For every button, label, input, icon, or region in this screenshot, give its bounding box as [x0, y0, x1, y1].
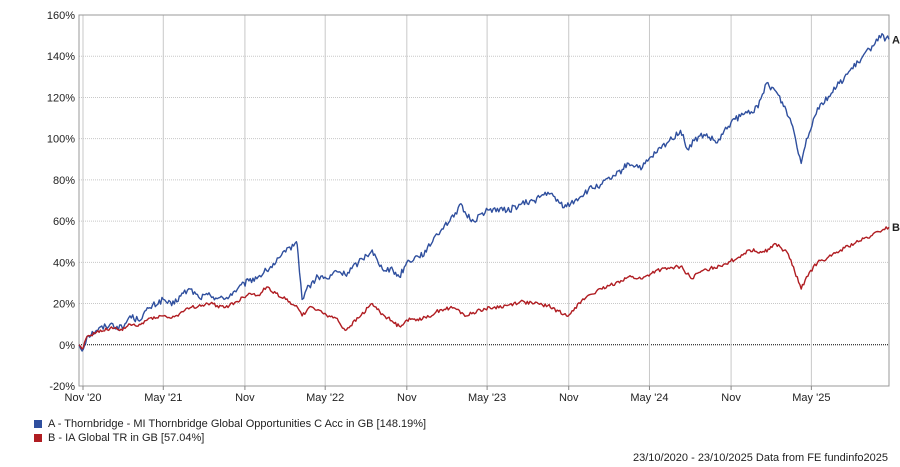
- legend-item-a: A - Thornbridge - MI Thornbridge Global …: [34, 417, 426, 431]
- series-line-b: [78, 226, 890, 350]
- y-tick-label: -20%: [49, 381, 75, 393]
- series-end-label-a: A: [892, 34, 900, 46]
- x-tick-label: Nov '20: [65, 392, 102, 404]
- y-tick-label: 140%: [47, 51, 75, 63]
- y-tick-label: 60%: [53, 216, 75, 228]
- legend-label-a: A - Thornbridge - MI Thornbridge Global …: [48, 418, 427, 430]
- x-tick-label: Nov: [397, 392, 417, 404]
- y-tick-label: 80%: [53, 175, 75, 187]
- x-tick-label: May '23: [468, 392, 506, 404]
- gridlines: [79, 14, 889, 387]
- x-tick-label: Nov: [721, 392, 741, 404]
- legend-item-b: B - IA Global TR in GB [57.04%]: [34, 431, 426, 445]
- y-tick-label: 160%: [47, 10, 75, 22]
- series-lines: [78, 33, 890, 352]
- legend-swatch-a: [34, 420, 42, 428]
- x-tick-label: Nov: [559, 392, 579, 404]
- series-line-a: [78, 33, 890, 352]
- source-footer: 23/10/2020 - 23/10/2025 Data from FE fun…: [632, 452, 888, 464]
- axes: -20% 0% 20% 40% 60% 80% 100% 120% 140% 160% Nov '2…: [47, 10, 890, 404]
- series-end-label-b: B: [892, 222, 900, 234]
- y-tick-label: 20%: [53, 299, 75, 311]
- x-tick-label: May '21: [144, 392, 182, 404]
- legend-swatch-b: [34, 434, 42, 442]
- y-tick-label: 120%: [47, 92, 75, 104]
- y-tick-label: 40%: [53, 257, 75, 269]
- y-tick-label: 100%: [47, 134, 75, 146]
- x-tick-label: May '25: [792, 392, 830, 404]
- x-tick-label: Nov: [235, 392, 255, 404]
- y-tick-label: 0%: [59, 340, 75, 352]
- plot-frame: [78, 14, 890, 387]
- x-tick-label: May '22: [306, 392, 344, 404]
- legend: A - Thornbridge - MI Thornbridge Global …: [34, 417, 426, 445]
- legend-label-b: B - IA Global TR in GB [57.04%]: [48, 432, 205, 444]
- x-tick-label: May '24: [630, 392, 668, 404]
- chart-plot: -20% 0% 20% 40% 60% 80% 100% 120% 140% 160% Nov '2…: [47, 10, 900, 404]
- end-labels: AB: [892, 34, 900, 234]
